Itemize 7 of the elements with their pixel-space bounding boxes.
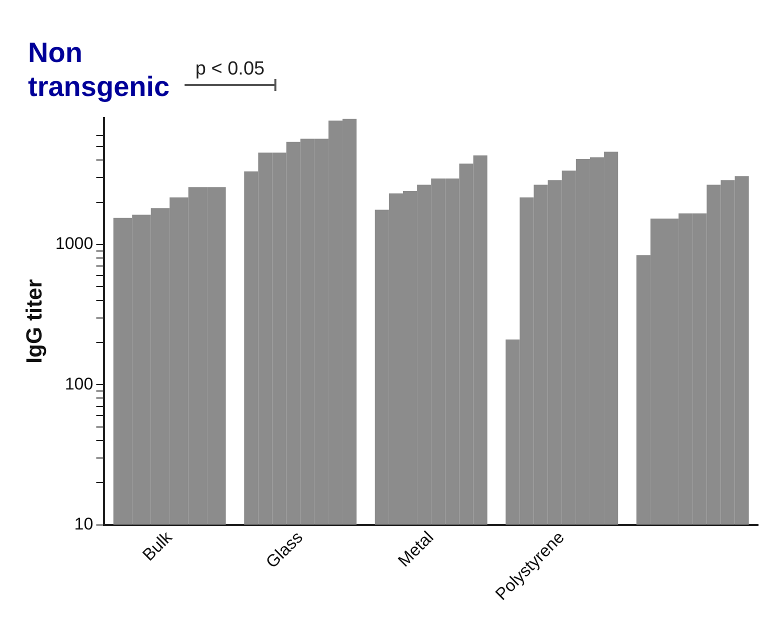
chart-title: Non transgenic: [28, 37, 170, 102]
y-tick-label: 100: [64, 374, 94, 394]
y-axis-title: IgG titer: [21, 278, 46, 364]
y-tick-label: 1000: [55, 234, 94, 254]
text: p < 0.05: [195, 58, 265, 80]
x-tick-label: Bulk: [138, 527, 176, 565]
y-tick-label: 10: [74, 514, 94, 534]
